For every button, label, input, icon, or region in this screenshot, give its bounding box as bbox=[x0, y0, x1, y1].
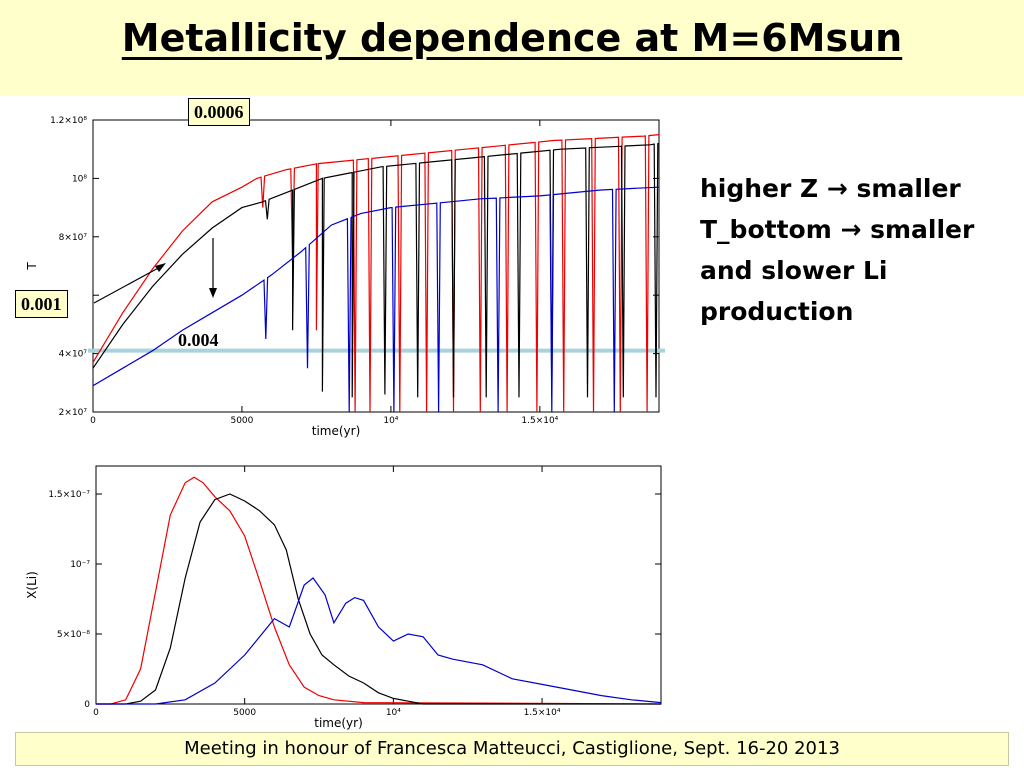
series-z0006-line bbox=[96, 476, 662, 705]
label-z001: 0.001 bbox=[15, 290, 68, 318]
y-tick-label: 0 bbox=[84, 700, 90, 710]
series-z004-line bbox=[96, 577, 662, 705]
y-tick-label: 1.5×10⁻⁷ bbox=[48, 490, 90, 500]
charts-svg: 0 5000 10⁴ 1.5×10⁴ 2×10⁷ 4×10⁷ 8×10⁷ 10⁸ 1.2×10⁸… bbox=[25, 116, 665, 730]
chart-1: 0 5000 10⁴ 1.5×10⁴ 2×10⁷ 4×10⁷ 8×10⁷ 10⁸ 1.2×10⁸… bbox=[25, 116, 665, 438]
series-z0006-line bbox=[92, 134, 660, 413]
label-z004: 0.004 bbox=[178, 330, 219, 350]
y-tick-label: 10⁻⁷ bbox=[70, 560, 90, 570]
side-text: higher Z → smaller T_bottom → smaller an… bbox=[700, 174, 975, 326]
title-band bbox=[0, 0, 1024, 96]
x-tick-label: 10⁴ bbox=[386, 708, 401, 718]
y-tick-label: 8×10⁷ bbox=[59, 233, 88, 243]
x-tick-label: 1.5×10⁴ bbox=[524, 708, 561, 718]
x-tick-label: 1.5×10⁴ bbox=[521, 416, 558, 426]
series-z004-line bbox=[92, 186, 660, 413]
chart-2: 0 5000 10⁴ 1.5×10⁴ 0 5×10⁻⁸ 10⁻⁷ 1.5×10⁻⁷ time(y… bbox=[25, 465, 662, 730]
plot-frame bbox=[95, 465, 662, 705]
x-tick-label: 0 bbox=[93, 708, 99, 718]
footer: Meeting in honour of Francesca Matteucci… bbox=[15, 732, 1009, 766]
plot-frame bbox=[92, 119, 660, 413]
y-tick-label: 1.2×10⁸ bbox=[50, 116, 87, 126]
x-axis-label: time(yr) bbox=[314, 716, 363, 730]
arrowhead-z0006 bbox=[209, 288, 217, 298]
slide-title: Metallicity dependence at M=6Msun bbox=[121, 16, 903, 60]
series-z001-line bbox=[92, 142, 660, 398]
series-z001-line bbox=[96, 493, 661, 705]
y-tick-label: 2×10⁷ bbox=[59, 408, 88, 418]
x-axis-label: time(yr) bbox=[312, 424, 361, 438]
x-tick-label: 5000 bbox=[233, 708, 256, 718]
y-tick-label: 5×10⁻⁸ bbox=[57, 630, 90, 640]
y-tick-label: 10⁸ bbox=[72, 174, 87, 184]
plot-area: 0 5000 10⁴ 1.5×10⁴ 2×10⁷ 4×10⁷ 8×10⁷ 10⁸ 1.2×10⁸… bbox=[0, 98, 690, 730]
label-z0006: 0.0006 bbox=[188, 98, 250, 126]
y-tick-label: 4×10⁷ bbox=[59, 350, 88, 360]
y-axis-label: X(Li) bbox=[25, 571, 39, 599]
arrow-z001 bbox=[93, 265, 163, 304]
y-axis-label: T bbox=[25, 262, 39, 271]
x-tick-label: 10⁴ bbox=[383, 416, 398, 426]
footer-text: Meeting in honour of Francesca Matteucci… bbox=[184, 738, 840, 759]
arrowhead-z001 bbox=[155, 263, 166, 272]
x-tick-label: 0 bbox=[90, 416, 96, 426]
x-tick-label: 5000 bbox=[230, 416, 253, 426]
